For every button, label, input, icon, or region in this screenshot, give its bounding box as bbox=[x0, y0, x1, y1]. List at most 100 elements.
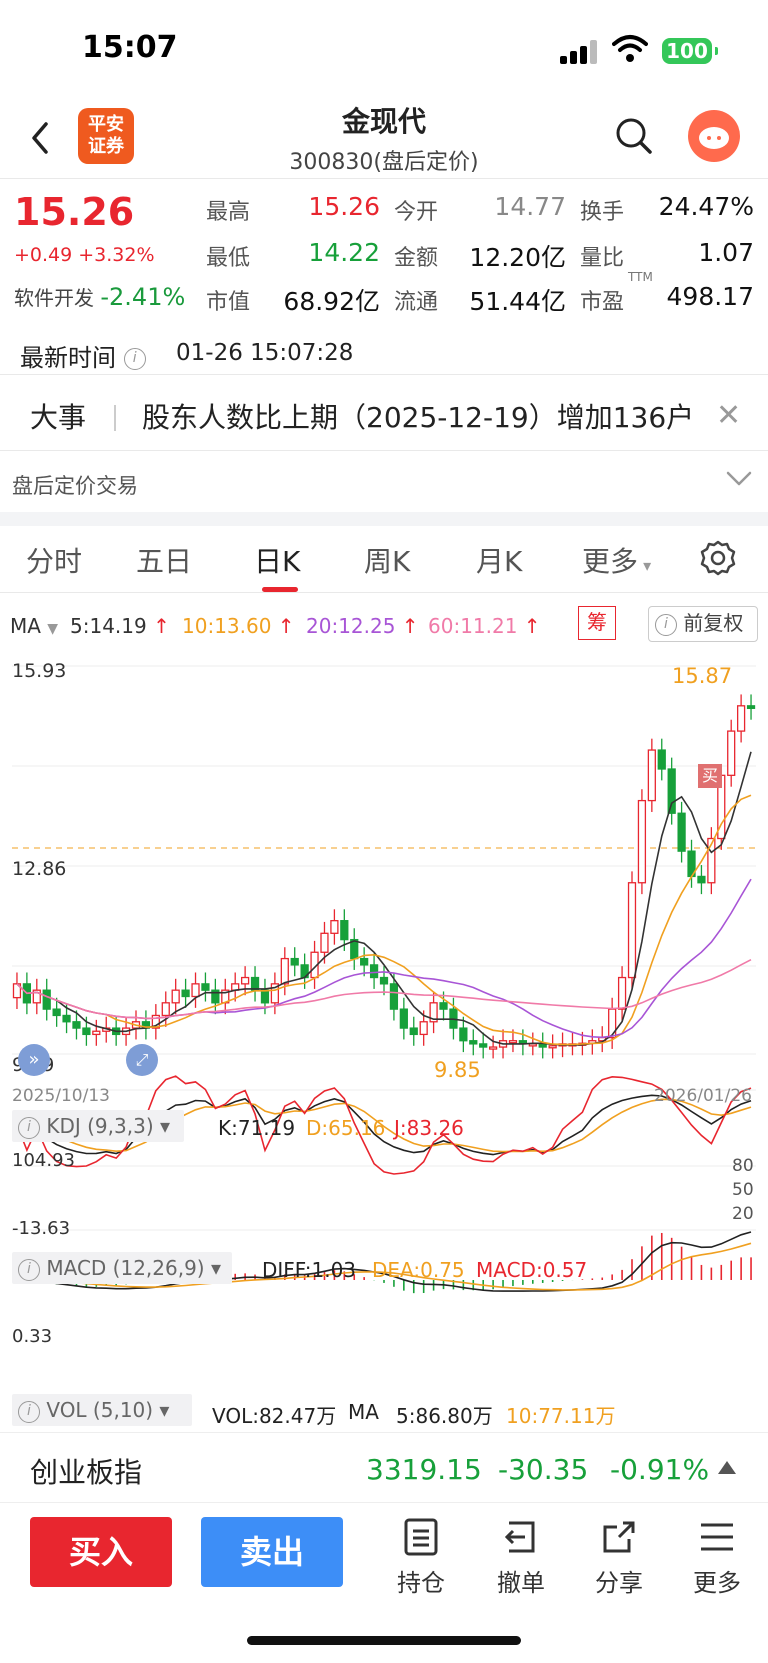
ma10-value: 10:13.60 ↑ bbox=[182, 614, 295, 638]
home-indicator bbox=[247, 1636, 521, 1645]
after-hours-label[interactable]: 盘后定价交易 bbox=[12, 474, 138, 498]
macd-selector[interactable]: i MACD (12,26,9) ▾ bbox=[12, 1252, 232, 1284]
divider bbox=[0, 450, 768, 451]
index-pct: -0.91% bbox=[610, 1453, 710, 1486]
candle-body bbox=[211, 989, 220, 1004]
active-tab-indicator bbox=[262, 587, 298, 592]
y-label-mid: 12.86 bbox=[12, 858, 67, 880]
min-price-annotation: 9.85 bbox=[434, 1058, 481, 1082]
candle-body bbox=[399, 1008, 408, 1029]
fullscreen-icon[interactable]: ⤢ bbox=[126, 1044, 158, 1076]
low-value: 14.22 bbox=[308, 238, 380, 267]
index-ticker-bar[interactable]: 创业板指 3319.15 -30.35 -0.91% bbox=[0, 1432, 768, 1502]
chevron-down-icon[interactable] bbox=[724, 466, 754, 490]
candle-body bbox=[360, 957, 369, 966]
broker-logo: 平安证券 bbox=[78, 108, 134, 164]
kdj-selector[interactable]: i KDJ (9,3,3) ▾ bbox=[12, 1110, 184, 1142]
kdj-j-value: J:83.26 bbox=[394, 1116, 464, 1140]
search-icon[interactable] bbox=[614, 116, 654, 156]
cancel-order-icon bbox=[504, 1521, 535, 1553]
kdj-level-20: 20 bbox=[732, 1204, 754, 1224]
candle-body bbox=[82, 1027, 91, 1036]
candle-body bbox=[459, 1027, 468, 1042]
turnover-value: 24.47% bbox=[658, 192, 754, 221]
candle-body bbox=[637, 799, 647, 884]
event-text[interactable]: 股东人数比上期（2025-12-19）增加136户 bbox=[142, 401, 695, 434]
vol-selector[interactable]: i VOL (5,10) ▾ bbox=[12, 1394, 192, 1426]
vol-ma-label: MA bbox=[348, 1400, 379, 1424]
tab-monthly-k[interactable]: 月K bbox=[476, 545, 523, 578]
pe-label: 市盈 bbox=[580, 290, 625, 315]
candle-body bbox=[12, 983, 22, 999]
buy-marker[interactable]: 买 bbox=[698, 764, 722, 788]
gear-icon[interactable] bbox=[700, 540, 736, 576]
candle-body bbox=[62, 1014, 71, 1023]
signal-icon bbox=[560, 40, 600, 64]
candle-body bbox=[746, 705, 756, 709]
sector-change[interactable]: 软件开发 -2.41% bbox=[14, 283, 186, 311]
sell-button[interactable]: 卖出 bbox=[201, 1517, 343, 1587]
ma10-line bbox=[16, 794, 752, 1046]
y-label-top: 15.93 bbox=[12, 660, 67, 682]
kdj-top-label: 104.93 bbox=[12, 1150, 75, 1171]
divider bbox=[0, 592, 768, 593]
info-icon[interactable]: i bbox=[123, 348, 146, 370]
max-price-annotation: 15.87 bbox=[672, 664, 733, 688]
position-icon bbox=[404, 1518, 438, 1556]
expand-up-icon[interactable] bbox=[718, 1461, 736, 1474]
candle-body bbox=[171, 989, 180, 1004]
latest-time-label: 最新时间 i bbox=[20, 338, 146, 373]
more-button[interactable]: 更多 bbox=[682, 1517, 752, 1598]
ma-selector[interactable]: MA ▼ bbox=[10, 614, 59, 638]
event-tag: 大事 bbox=[30, 401, 87, 434]
wifi-icon bbox=[612, 35, 648, 62]
assistant-avatar-icon[interactable] bbox=[688, 110, 740, 162]
candle-body bbox=[52, 1008, 61, 1017]
kline-chart[interactable] bbox=[8, 650, 760, 1420]
price-change: +0.49 +3.32% bbox=[14, 244, 155, 266]
candle-body bbox=[32, 989, 41, 1004]
latest-time-value: 01-26 15:07:28 bbox=[176, 340, 354, 366]
low-label: 最低 bbox=[206, 246, 251, 271]
buy-button[interactable]: 买入 bbox=[30, 1517, 172, 1587]
kdj-d-line bbox=[16, 1098, 752, 1153]
tab-more[interactable]: 更多 ▾ bbox=[582, 545, 652, 578]
index-name: 创业板指 bbox=[30, 1456, 143, 1489]
tab-five-day[interactable]: 五日 bbox=[136, 545, 193, 578]
close-icon[interactable]: ✕ bbox=[716, 398, 742, 433]
pe-ttm-tag: TTM bbox=[628, 270, 653, 284]
vol-value: VOL:82.47万 bbox=[212, 1404, 337, 1428]
candle-body bbox=[409, 1027, 418, 1036]
expand-left-icon[interactable]: » bbox=[18, 1044, 50, 1076]
high-value: 15.26 bbox=[308, 192, 380, 221]
candle-body bbox=[191, 983, 200, 998]
cancel-order-button[interactable]: 撤单 bbox=[486, 1517, 556, 1598]
candle-body bbox=[617, 976, 627, 1010]
header-divider bbox=[0, 178, 768, 179]
ma5-value: 5:14.19 ↑ bbox=[70, 614, 170, 638]
status-bar: 15:07 100 bbox=[0, 0, 768, 100]
share-button[interactable]: 分享 bbox=[584, 1517, 654, 1598]
turnover-label: 换手 bbox=[580, 200, 625, 225]
index-value: 3319.15 bbox=[366, 1453, 482, 1486]
candle-body bbox=[389, 983, 399, 1010]
candle-body bbox=[379, 976, 389, 985]
adjust-mode-button[interactable]: i 前复权 bbox=[648, 606, 758, 642]
macd-diff-line bbox=[16, 1231, 752, 1292]
tab-intraday[interactable]: 分时 bbox=[26, 545, 83, 578]
candle-body bbox=[657, 749, 666, 770]
macd-diff-value: DIFF:1.03 bbox=[262, 1258, 357, 1282]
back-icon[interactable] bbox=[26, 118, 56, 158]
tab-daily-k[interactable]: 日K bbox=[254, 545, 301, 578]
market-cap-label: 市值 bbox=[206, 290, 251, 315]
last-price: 15.26 bbox=[14, 190, 135, 234]
position-button[interactable]: 持仓 bbox=[386, 1517, 456, 1598]
float-cap-label: 流通 bbox=[394, 290, 439, 315]
chip-distribution-button[interactable]: 筹 bbox=[578, 606, 616, 640]
kdj-level-50: 50 bbox=[732, 1180, 754, 1200]
tab-weekly-k[interactable]: 周K bbox=[364, 545, 411, 578]
candle-body bbox=[667, 768, 676, 814]
volume-ratio-value: 1.07 bbox=[698, 238, 754, 267]
section-separator bbox=[0, 512, 768, 526]
